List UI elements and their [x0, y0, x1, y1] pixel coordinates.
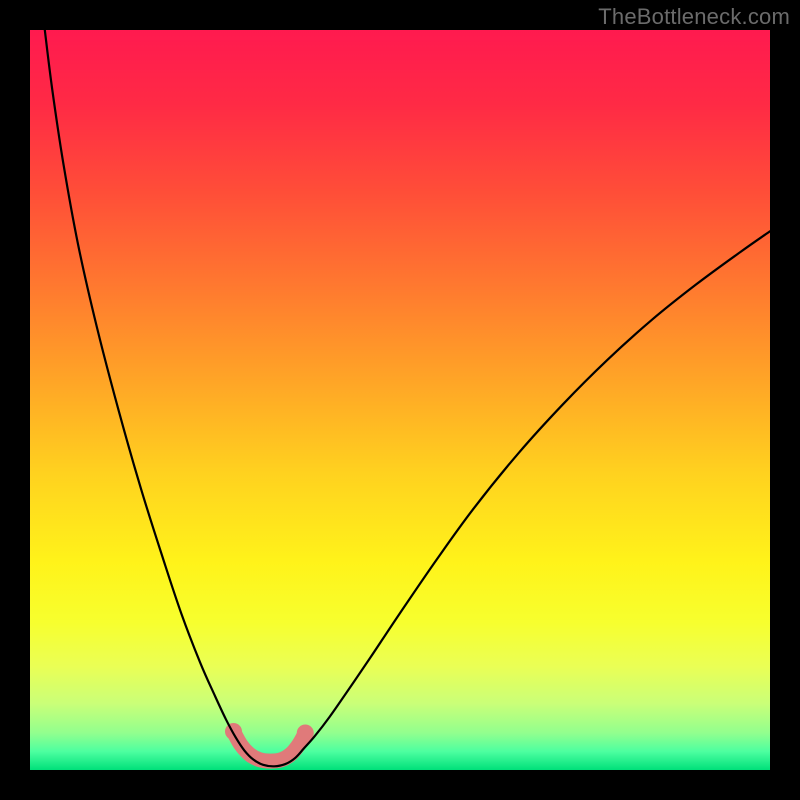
bottleneck-chart: [0, 0, 800, 800]
chart-root: TheBottleneck.com: [0, 0, 800, 800]
gradient-background: [30, 30, 770, 770]
plot-area: [30, 30, 770, 770]
watermark-text: TheBottleneck.com: [598, 4, 790, 30]
